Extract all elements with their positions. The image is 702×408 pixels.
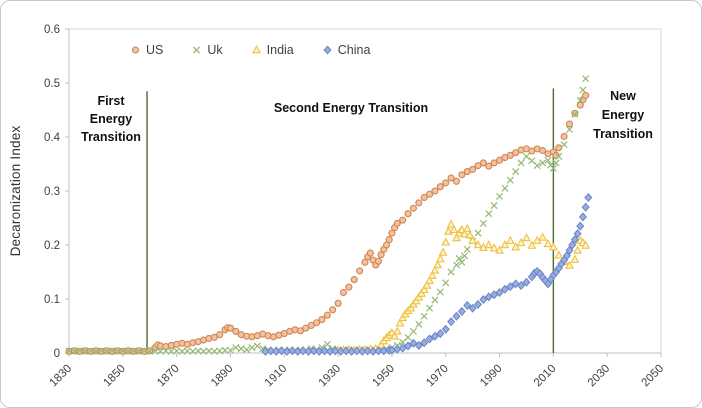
legend-item-china: China [321,43,371,57]
second-energy-transition-label: Second Energy Transition [273,101,429,115]
y-axis-title: Decaronization Index [8,125,23,257]
legend-item-uk: Uk [190,43,223,57]
india-triangle-marker-icon [251,45,261,54]
legend-label-us: US [146,43,164,57]
legend-label-china: China [337,43,371,57]
china-diamond-marker-icon [323,45,332,55]
svg-text:1950: 1950 [370,363,397,390]
svg-text:1910: 1910 [263,363,290,390]
svg-text:2050: 2050 [640,363,667,390]
series-us [65,91,590,355]
legend-item-us: US [129,43,163,57]
legend: US Uk India China [129,43,370,57]
svg-text:1930: 1930 [317,363,344,390]
svg-text:1970: 1970 [424,363,451,390]
svg-text:0.5: 0.5 [44,78,60,90]
legend-label-uk: Uk [207,43,223,57]
svg-text:0.1: 0.1 [44,294,60,306]
svg-text:2010: 2010 [532,363,559,390]
svg-text:1850: 1850 [101,363,128,390]
legend-item-india: India [250,43,294,57]
series-india [333,219,591,354]
series-china [261,192,593,356]
svg-text:0: 0 [54,348,60,360]
svg-text:0.4: 0.4 [44,132,61,144]
svg-text:1870: 1870 [155,363,182,390]
svg-text:2030: 2030 [586,363,613,390]
uk-x-marker-icon [193,46,201,54]
svg-text:1990: 1990 [478,363,505,390]
svg-text:1830: 1830 [48,363,75,390]
us-circle-marker-icon [131,46,140,54]
new-energy-transition-label: New Energy Transition [593,89,653,141]
svg-text:0.3: 0.3 [44,186,60,198]
legend-label-india: India [266,43,294,57]
first-energy-transition-label: First Energy Transition [81,94,141,144]
svg-text:0.2: 0.2 [44,240,60,252]
svg-text:0.6: 0.6 [44,24,60,36]
svg-text:1890: 1890 [209,363,236,390]
